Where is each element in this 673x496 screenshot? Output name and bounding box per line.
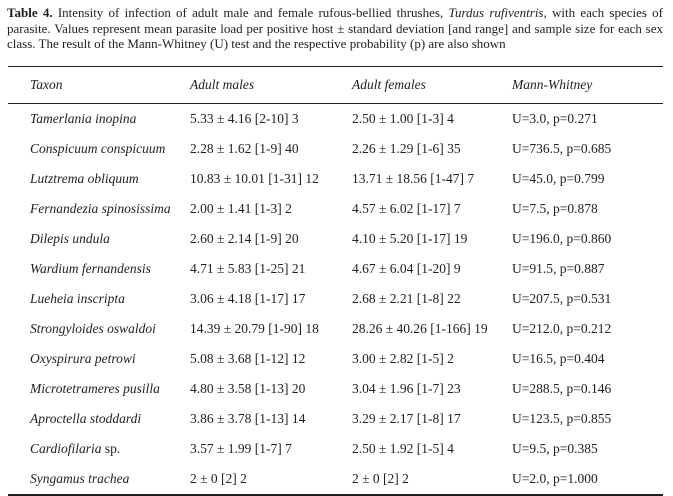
table-row: Lueheia inscripta 3.06 ± 4.18 [1-17] 17 2.… xyxy=(8,284,663,314)
table-row: Conspicuum conspicuum 2.28 ± 1.62 [1-9] 4… xyxy=(8,134,663,164)
taxon-cell: Cardiofilaria sp. xyxy=(30,440,121,456)
adult-males-cell: 5.33 ± 4.16 [2-10] 3 xyxy=(190,110,299,126)
table-row: Strongyloides oswaldoi 14.39 ± 20.79 [1-9… xyxy=(8,314,663,344)
taxon-cell: Aproctella stoddardi xyxy=(30,410,142,426)
caption-text-before-species: Intensity of infection of adult male and… xyxy=(52,5,449,20)
adult-females-cell: 3.00 ± 2.82 [1-5] 2 xyxy=(352,350,454,366)
taxon-cell: Lutztrema obliquum xyxy=(30,170,139,186)
adult-males-cell: 2 ± 0 [2] 2 xyxy=(190,470,247,486)
taxon-cell: Tamerlania inopina xyxy=(30,110,137,126)
mann-whitney-cell: U=45.0, p=0.799 xyxy=(512,170,605,186)
adult-females-cell: 28.26 ± 40.26 [1-166] 19 xyxy=(352,320,488,336)
infection-intensity-table: Taxon Adult males Adult females Mann-Whi… xyxy=(8,65,663,496)
table-row: Syngamus trachea 2 ± 0 [2] 2 2 ± 0 [2] 2 U=… xyxy=(8,464,663,495)
mann-whitney-cell: U=3.0, p=0.271 xyxy=(512,110,598,126)
mann-whitney-cell: U=16.5, p=0.404 xyxy=(512,350,605,366)
taxon-cell: Microtetrameres pusilla xyxy=(30,380,160,396)
adult-females-cell: 2 ± 0 [2] 2 xyxy=(352,470,409,486)
header-row: Taxon Adult males Adult females Mann-Whi… xyxy=(8,66,663,104)
mann-whitney-cell: U=7.5, p=0.878 xyxy=(512,200,598,216)
adult-males-cell: 2.60 ± 2.14 [1-9] 20 xyxy=(190,230,299,246)
col-header-mann-whitney: Mann-Whitney xyxy=(512,66,663,104)
table-row: Microtetrameres pusilla 4.80 ± 3.58 [1-13… xyxy=(8,374,663,404)
table-row: Cardiofilaria sp. 3.57 ± 1.99 [1-7] 7 2.50… xyxy=(8,434,663,464)
adult-males-cell: 2.28 ± 1.62 [1-9] 40 xyxy=(190,140,299,156)
mann-whitney-cell: U=91.5, p=0.887 xyxy=(512,260,605,276)
adult-males-cell: 3.06 ± 4.18 [1-17] 17 xyxy=(190,290,306,306)
table-body: Tamerlania inopina 5.33 ± 4.16 [2-10] 3 2.… xyxy=(8,103,663,495)
adult-males-cell: 14.39 ± 20.79 [1-90] 18 xyxy=(190,320,319,336)
mann-whitney-cell: U=2.0, p=1.000 xyxy=(512,470,598,486)
adult-males-cell: 2.00 ± 1.41 [1-3] 2 xyxy=(190,200,292,216)
mann-whitney-cell: U=9.5, p=0.385 xyxy=(512,440,598,456)
caption-text-after-species: , with each species of parasite. Values … xyxy=(7,5,663,52)
adult-females-cell: 2.50 ± 1.92 [1-5] 4 xyxy=(352,440,454,456)
adult-females-cell: 3.29 ± 2.17 [1-8] 17 xyxy=(352,410,461,426)
taxon-cell: Wardium fernandensis xyxy=(30,260,151,276)
adult-males-cell: 3.86 ± 3.78 [1-13] 14 xyxy=(190,410,306,426)
taxon-cell: Conspicuum conspicuum xyxy=(30,140,166,156)
adult-females-cell: 4.10 ± 5.20 [1-17] 19 xyxy=(352,230,468,246)
table-row: Lutztrema obliquum 10.83 ± 10.01 [1-31] 1… xyxy=(8,164,663,194)
adult-males-cell: 5.08 ± 3.68 [1-12] 12 xyxy=(190,350,306,366)
table-row: Fernandezia spinosissima 2.00 ± 1.41 [1-3… xyxy=(8,194,663,224)
adult-females-cell: 4.57 ± 6.02 [1-17] 7 xyxy=(352,200,461,216)
table-row: Tamerlania inopina 5.33 ± 4.16 [2-10] 3 2.… xyxy=(8,103,663,134)
mann-whitney-cell: U=288.5, p=0.146 xyxy=(512,380,612,396)
col-header-adult-females: Adult females xyxy=(352,66,512,104)
adult-females-cell: 2.50 ± 1.00 [1-3] 4 xyxy=(352,110,454,126)
taxon-cell: Syngamus trachea xyxy=(30,470,130,486)
adult-males-cell: 10.83 ± 10.01 [1-31] 12 xyxy=(190,170,319,186)
col-header-adult-males: Adult males xyxy=(190,66,352,104)
table-row: Dilepis undula 2.60 ± 2.14 [1-9] 20 4.10 ±… xyxy=(8,224,663,254)
taxon-cell: Oxyspirura petrowi xyxy=(30,350,136,366)
adult-females-cell: 13.71 ± 18.56 [1-47] 7 xyxy=(352,170,475,186)
adult-males-cell: 4.80 ± 3.58 [1-13] 20 xyxy=(190,380,306,396)
caption-table-number: Table 4. xyxy=(7,5,53,20)
taxon-cell: Strongyloides oswaldoi xyxy=(30,320,156,336)
taxon-cell: Dilepis undula xyxy=(30,230,110,246)
adult-females-cell: 3.04 ± 1.96 [1-7] 23 xyxy=(352,380,461,396)
adult-males-cell: 3.57 ± 1.99 [1-7] 7 xyxy=(190,440,292,456)
mann-whitney-cell: U=736.5, p=0.685 xyxy=(512,140,612,156)
adult-females-cell: 2.26 ± 1.29 [1-6] 35 xyxy=(352,140,461,156)
taxon-cell: Lueheia inscripta xyxy=(30,290,125,306)
col-header-taxon: Taxon xyxy=(8,66,190,104)
adult-females-cell: 2.68 ± 2.21 [1-8] 22 xyxy=(352,290,461,306)
mann-whitney-cell: U=212.0, p=0.212 xyxy=(512,320,612,336)
adult-males-cell: 4.71 ± 5.83 [1-25] 21 xyxy=(190,260,306,276)
mann-whitney-cell: U=196.0, p=0.860 xyxy=(512,230,612,246)
table-row: Aproctella stoddardi 3.86 ± 3.78 [1-13] 1… xyxy=(8,404,663,434)
table-row: Wardium fernandensis 4.71 ± 5.83 [1-25] 2… xyxy=(8,254,663,284)
table-row: Oxyspirura petrowi 5.08 ± 3.68 [1-12] 12 3… xyxy=(8,344,663,374)
mann-whitney-cell: U=207.5, p=0.531 xyxy=(512,290,612,306)
table-caption: Table 4. Intensity of infection of adult… xyxy=(7,5,663,52)
adult-females-cell: 4.67 ± 6.04 [1-20] 9 xyxy=(352,260,461,276)
document-page: Table 4. Intensity of infection of adult… xyxy=(7,5,663,496)
caption-species-name: Turdus rufiventris xyxy=(448,5,544,20)
mann-whitney-cell: U=123.5, p=0.855 xyxy=(512,410,612,426)
taxon-cell: Fernandezia spinosissima xyxy=(30,200,171,216)
